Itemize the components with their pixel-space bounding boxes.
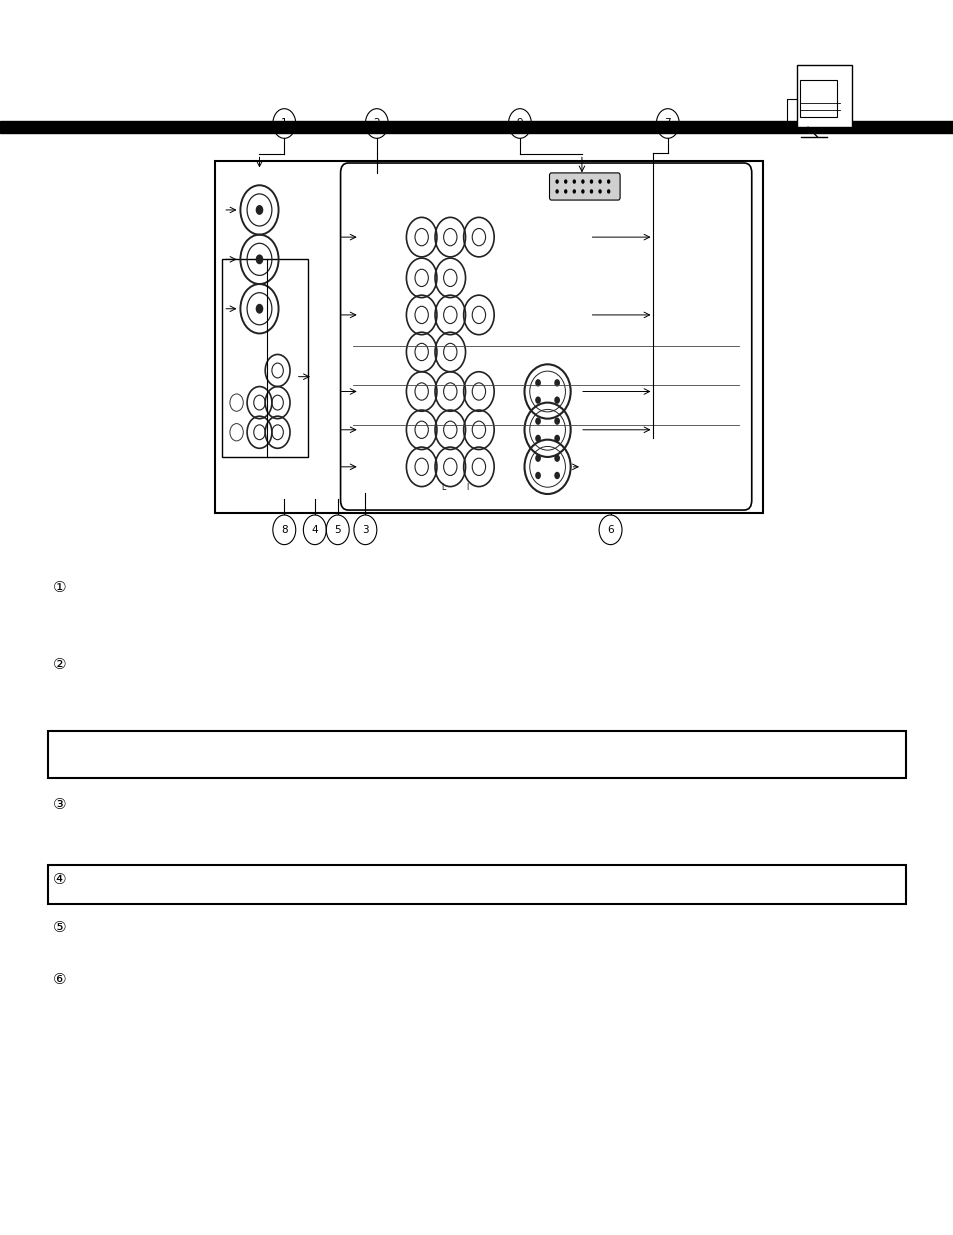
Circle shape [554, 454, 559, 462]
Circle shape [580, 179, 584, 184]
Circle shape [554, 472, 559, 479]
Circle shape [555, 189, 558, 194]
Circle shape [255, 304, 263, 314]
Circle shape [563, 179, 567, 184]
Bar [0, 121, 953, 133]
Circle shape [572, 179, 576, 184]
Circle shape [535, 379, 540, 387]
FancyBboxPatch shape [549, 173, 619, 200]
Circle shape [598, 189, 601, 194]
Text: 6: 6 [607, 525, 613, 535]
Text: ②: ② [52, 657, 66, 672]
Text: 1: 1 [281, 119, 287, 128]
Circle shape [535, 396, 540, 404]
Circle shape [589, 179, 593, 184]
Circle shape [535, 454, 540, 462]
Circle shape [554, 379, 559, 387]
Text: I: I [466, 483, 468, 492]
Circle shape [554, 396, 559, 404]
Text: 7: 7 [664, 119, 670, 128]
Text: 4: 4 [312, 525, 317, 535]
Circle shape [255, 205, 263, 215]
Circle shape [255, 254, 263, 264]
Text: ⑥: ⑥ [52, 972, 66, 987]
Bar [48, 731, 905, 778]
Circle shape [606, 179, 610, 184]
Circle shape [555, 179, 558, 184]
Circle shape [563, 189, 567, 194]
FancyBboxPatch shape [340, 163, 751, 510]
Bar [800, 80, 836, 117]
Circle shape [572, 189, 576, 194]
Bar [48, 864, 905, 904]
Text: 9: 9 [517, 119, 522, 128]
Circle shape [554, 417, 559, 425]
Circle shape [535, 435, 540, 442]
Circle shape [589, 189, 593, 194]
Text: 5: 5 [335, 525, 340, 535]
Circle shape [598, 179, 601, 184]
Circle shape [554, 435, 559, 442]
Bar [222, 259, 308, 457]
Text: ④: ④ [52, 872, 66, 887]
Text: 8: 8 [281, 525, 287, 535]
Text: ①: ① [52, 580, 66, 595]
FancyBboxPatch shape [796, 65, 851, 127]
Text: ⑤: ⑤ [52, 920, 66, 935]
Circle shape [535, 472, 540, 479]
Text: 3: 3 [362, 525, 368, 535]
Circle shape [580, 189, 584, 194]
Circle shape [535, 417, 540, 425]
Text: 2: 2 [374, 119, 379, 128]
Text: ③: ③ [52, 797, 66, 811]
Circle shape [606, 189, 610, 194]
Bar [214, 161, 762, 513]
Text: L: L [441, 483, 445, 492]
